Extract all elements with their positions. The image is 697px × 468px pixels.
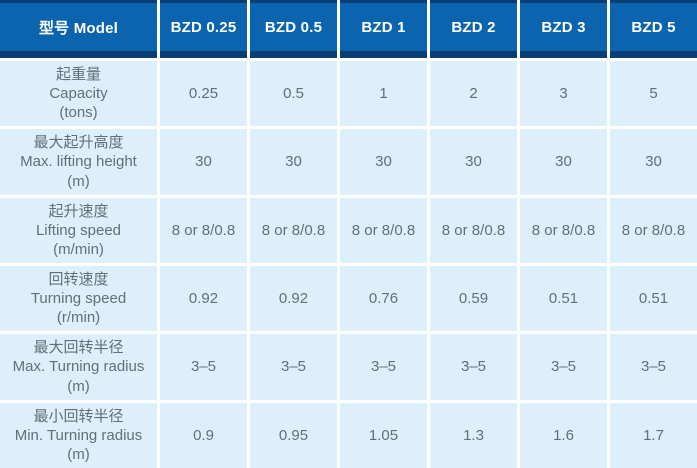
row-label-min-turning-radius: 最小回转半径 Min. Turning radius (m): [0, 402, 157, 468]
value-cell: 0.59: [430, 266, 517, 332]
value-cell: 0.95: [250, 402, 337, 468]
value-cell: 1.05: [340, 402, 427, 468]
row-label-max-turning-radius: 最大回转半径 Max. Turning radius (m): [0, 334, 157, 400]
value-cell: 1.3: [430, 402, 517, 468]
row-label-unit: (m): [67, 172, 90, 190]
row-label-en: Max. lifting height: [20, 153, 137, 171]
value-cell: 30: [340, 129, 427, 195]
value-cell: 3–5: [430, 334, 517, 400]
value-cell: 30: [250, 129, 337, 195]
row-label-lifting-speed: 起升速度 Lifting speed (m/min): [0, 197, 157, 263]
value-cell: 0.92: [160, 266, 247, 332]
row-label-unit: (m): [67, 445, 90, 463]
header-cell-bzd05: BZD 0.5: [250, 0, 337, 58]
value-cell: 5: [610, 61, 697, 127]
header-cell-bzd1: BZD 1: [340, 0, 427, 58]
value-cell: 8 or 8/0.8: [520, 197, 607, 263]
value-cell: 30: [430, 129, 517, 195]
value-cell: 3–5: [160, 334, 247, 400]
value-cell: 1: [340, 61, 427, 127]
row-label-en: Capacity: [49, 85, 108, 103]
value-cell: 1.6: [520, 402, 607, 468]
header-cell-bzd025: BZD 0.25: [160, 0, 247, 58]
row-label-en: Lifting speed: [35, 221, 122, 239]
row-label-zh: 最大回转半径: [33, 339, 124, 357]
row-label-zh: 最小回转半径: [33, 407, 124, 425]
value-cell: 3–5: [340, 334, 427, 400]
row-label-zh: 起重量: [55, 65, 101, 83]
value-cell: 30: [520, 129, 607, 195]
value-cell: 3–5: [610, 334, 697, 400]
header-cell-bzd5: BZD 5: [610, 0, 697, 58]
row-label-en: Min. Turning radius: [14, 426, 143, 444]
row-label-en: Max. Turning radius: [12, 358, 145, 376]
row-label-zh: 回转速度: [48, 270, 109, 288]
value-cell: 8 or 8/0.8: [430, 197, 517, 263]
header-cell-bzd2: BZD 2: [430, 0, 517, 58]
value-cell: 3–5: [250, 334, 337, 400]
value-cell: 3–5: [520, 334, 607, 400]
value-cell: 8 or 8/0.8: [340, 197, 427, 263]
header-cell-model: 型号 Model: [0, 0, 157, 58]
row-label-unit: (m/min): [53, 240, 104, 258]
value-cell: 3: [520, 61, 607, 127]
row-label-unit: (m): [67, 377, 90, 395]
header-cell-bzd3: BZD 3: [520, 0, 607, 58]
value-cell: 30: [610, 129, 697, 195]
row-label-max-lifting-height: 最大起升高度 Max. lifting height (m): [0, 129, 157, 195]
value-cell: 0.25: [160, 61, 247, 127]
value-cell: 2: [430, 61, 517, 127]
value-cell: 30: [160, 129, 247, 195]
row-label-en: Turning speed: [30, 290, 127, 308]
value-cell: 0.92: [250, 266, 337, 332]
row-label-turning-speed: 回转速度 Turning speed (r/min): [0, 266, 157, 332]
value-cell: 8 or 8/0.8: [160, 197, 247, 263]
value-cell: 8 or 8/0.8: [250, 197, 337, 263]
row-label-capacity: 起重量 Capacity (tons): [0, 61, 157, 127]
row-label-zh: 起升速度: [48, 202, 109, 220]
value-cell: 0.51: [610, 266, 697, 332]
value-cell: 8 or 8/0.8: [610, 197, 697, 263]
value-cell: 0.51: [520, 266, 607, 332]
value-cell: 0.76: [340, 266, 427, 332]
value-cell: 0.9: [160, 402, 247, 468]
row-label-unit: (tons): [59, 104, 98, 122]
row-label-zh: 最大起升高度: [33, 134, 124, 152]
value-cell: 0.5: [250, 61, 337, 127]
value-cell: 1.7: [610, 402, 697, 468]
row-label-unit: (r/min): [56, 309, 101, 327]
